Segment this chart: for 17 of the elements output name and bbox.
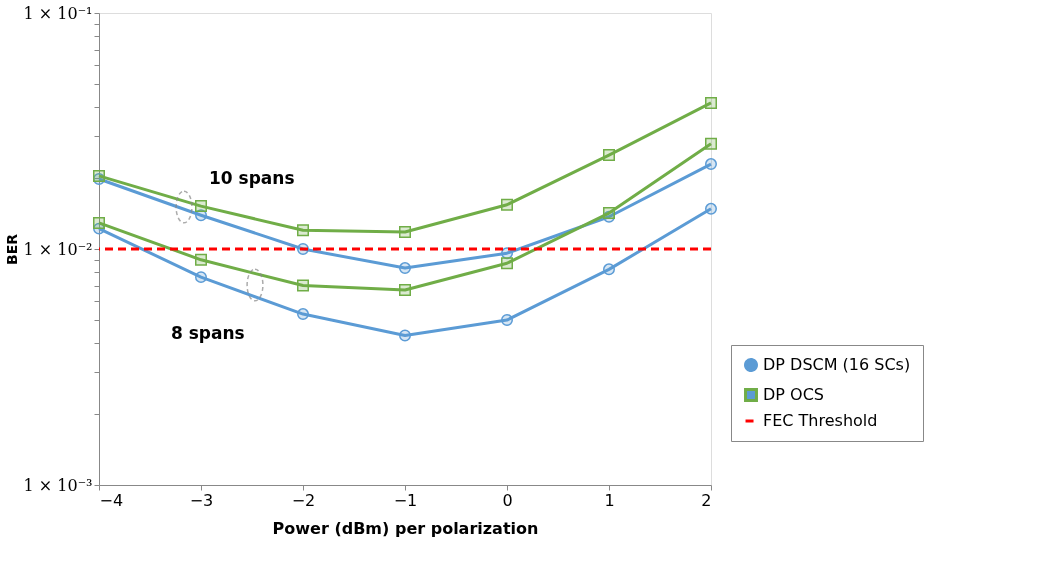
x-tick-label: −1 — [393, 490, 418, 510]
x-tick-label: 2 — [701, 490, 712, 510]
legend-label: DP DSCM (16 SCs) — [763, 355, 911, 374]
annotation: 10 spans — [209, 168, 295, 188]
y-tick-label: 1 × 10⁻² — [23, 239, 93, 259]
x-tick-label: 1 — [604, 490, 615, 510]
y-axis-title: BER — [3, 233, 20, 266]
y-tick-label: 1 × 10⁻¹ — [23, 3, 93, 23]
x-axis-title: Power (dBm) per polarization — [272, 518, 539, 538]
legend-label: DP OCS — [763, 385, 824, 404]
legend-label: FEC Threshold — [763, 411, 878, 430]
annotation: 8 spans — [171, 323, 245, 343]
y-tick-label: 1 × 10⁻³ — [23, 475, 93, 495]
x-tick-label: −4 — [99, 490, 124, 510]
x-tick-label: 0 — [502, 490, 513, 510]
x-tick-label: −2 — [291, 490, 316, 510]
x-tick-label: −3 — [189, 490, 214, 510]
